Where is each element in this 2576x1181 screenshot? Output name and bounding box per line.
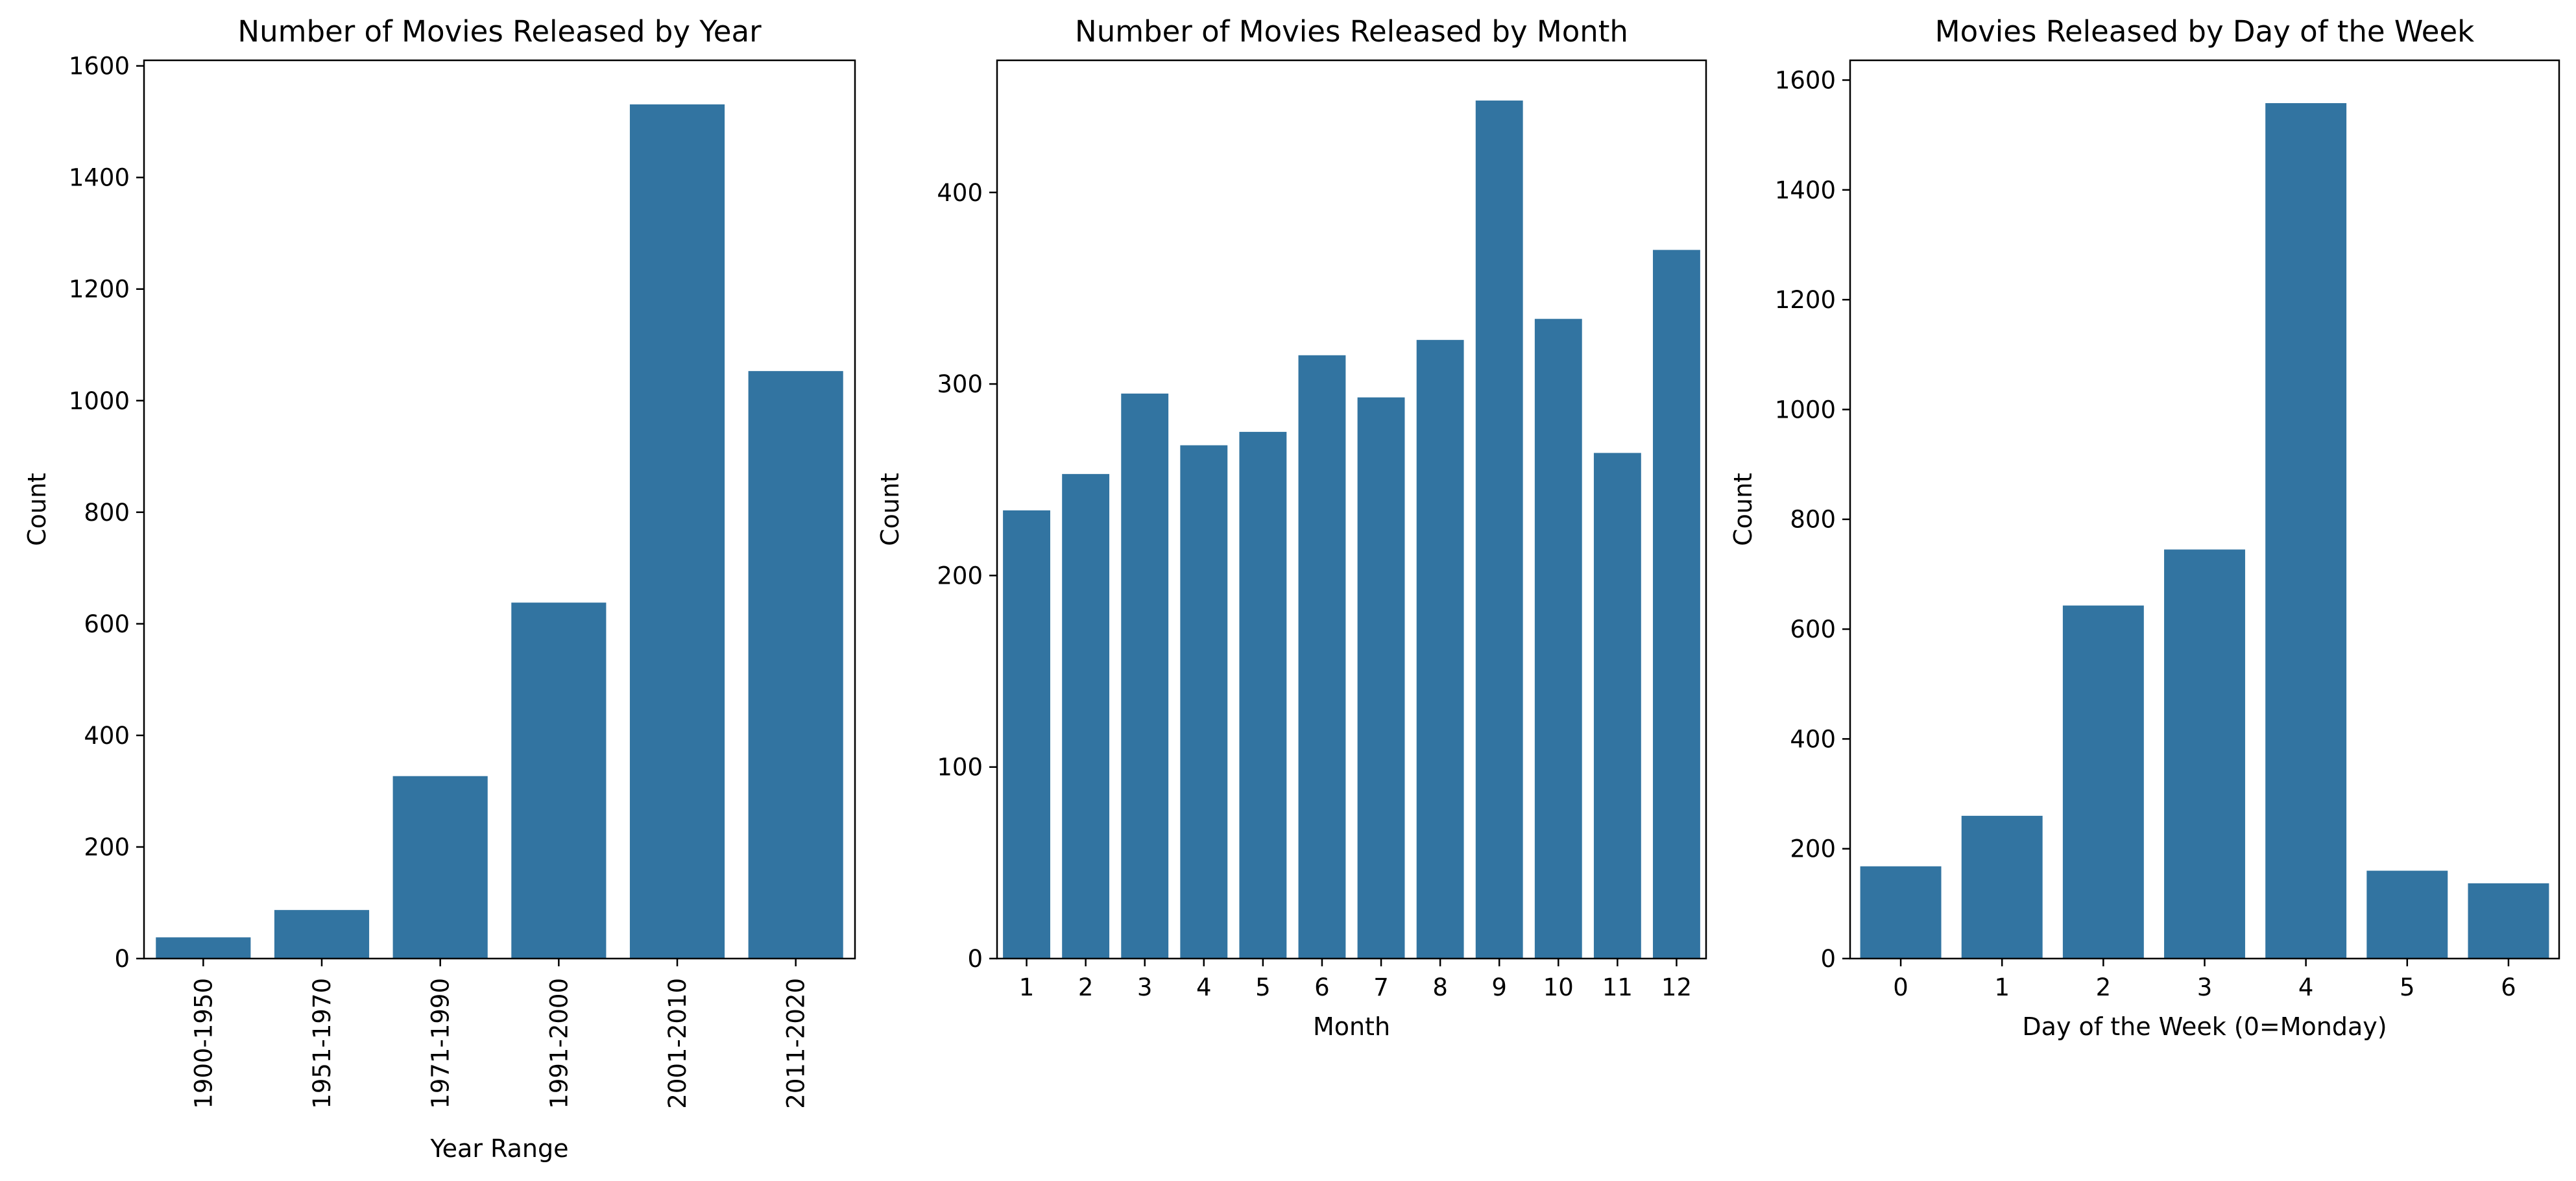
y-tick-label: 1600	[1775, 66, 1836, 94]
bar-2011-2020	[748, 371, 843, 959]
bar-3	[2164, 549, 2245, 959]
bar-11	[1593, 453, 1641, 959]
x-tick-label: 2	[1078, 973, 1094, 1001]
chart-title: Movies Released by Day of the Week	[1935, 14, 2474, 49]
y-tick-label: 0	[1820, 945, 1836, 973]
y-tick-label: 1600	[69, 53, 130, 80]
x-tick-label: 1971-1990	[427, 978, 455, 1109]
x-tick-label: 12	[1661, 973, 1692, 1001]
y-tick-label: 1200	[1775, 286, 1836, 314]
chart-title: Number of Movies Released by Year	[237, 14, 762, 49]
bar-1900-1950	[156, 937, 251, 959]
x-tick-label: 1991-2000	[545, 978, 573, 1109]
x-tick-label: 8	[1432, 973, 1448, 1001]
x-tick-label: 3	[2197, 973, 2213, 1001]
x-axis-label: Year Range	[430, 1134, 569, 1163]
bar-5	[2366, 870, 2448, 959]
bar-5	[1239, 431, 1287, 959]
y-tick-label: 800	[84, 499, 130, 527]
bar-3	[1121, 393, 1169, 959]
y-tick-label: 1000	[69, 387, 130, 415]
x-tick-label: 1	[1019, 973, 1035, 1001]
y-tick-label: 1000	[1775, 396, 1836, 423]
x-tick-label: 2001-2010	[664, 978, 692, 1109]
x-tick-label: 2011-2020	[782, 978, 810, 1109]
bar-1951-1970	[274, 910, 370, 959]
x-axis-label: Day of the Week (0=Monday)	[2022, 1012, 2387, 1041]
chart-panel-1: 0 200 400 600 800 1000 1200 1400 1600 1900-1950 19…	[23, 14, 856, 1163]
bar-2001-2010	[629, 104, 725, 959]
bar-8	[1416, 340, 1464, 959]
x-tick-label: 9	[1491, 973, 1507, 1001]
bar-1	[1003, 510, 1050, 959]
x-tick-label: 6	[1314, 973, 1330, 1001]
bar-1991-2000	[511, 602, 607, 959]
y-tick-label: 1200	[69, 276, 130, 304]
bar-6	[2468, 883, 2549, 959]
x-tick-label: 5	[1255, 973, 1271, 1001]
x-tick-label: 6	[2501, 973, 2516, 1001]
bar-6	[1298, 355, 1346, 959]
x-tick-label: 0	[1893, 973, 1908, 1001]
x-axis-label: Month	[1313, 1012, 1390, 1041]
x-tick-label: 4	[2298, 973, 2314, 1001]
y-tick-label: 800	[1790, 506, 1836, 534]
x-tick-label: 5	[2400, 973, 2415, 1001]
bar-2	[1062, 473, 1110, 959]
y-tick-label: 1400	[69, 164, 130, 192]
x-tick-label: 1951-1970	[308, 978, 336, 1109]
y-tick-label: 400	[1790, 725, 1836, 753]
bar-0	[1860, 866, 1942, 959]
axes-frame	[143, 59, 856, 960]
y-tick-label: 200	[1790, 835, 1836, 863]
y-tick-label: 600	[84, 610, 130, 638]
bar-7	[1357, 397, 1405, 959]
bar-1971-1990	[392, 776, 488, 959]
bar-10	[1534, 318, 1582, 959]
x-tick-label: 7	[1373, 973, 1389, 1001]
y-axis-label: Count	[1729, 473, 1757, 546]
bar-9	[1475, 101, 1523, 959]
y-tick-label: 0	[114, 945, 130, 973]
axes-frame	[996, 59, 1707, 960]
x-tick-label: 10	[1543, 973, 1574, 1001]
chart-title: Number of Movies Released by Month	[1075, 14, 1628, 49]
y-tick-label: 0	[967, 945, 983, 973]
y-tick-label: 1400	[1775, 176, 1836, 204]
bar-12	[1653, 250, 1700, 959]
bar-4	[2265, 103, 2347, 959]
y-tick-label: 100	[937, 754, 983, 781]
x-tick-label: 11	[1602, 973, 1633, 1001]
y-tick-label: 600	[1790, 615, 1836, 643]
x-tick-label: 1	[1994, 973, 2010, 1001]
bar-2	[2062, 605, 2144, 959]
x-tick-label: 1900-1950	[189, 978, 217, 1109]
bar-1	[1961, 815, 2043, 959]
y-axis-label: Count	[23, 473, 51, 546]
bar-4	[1180, 445, 1228, 959]
y-tick-label: 400	[84, 722, 130, 750]
x-tick-label: 2	[2096, 973, 2112, 1001]
x-tick-label: 3	[1137, 973, 1153, 1001]
y-tick-label: 300	[937, 370, 983, 398]
y-tick-label: 200	[84, 833, 130, 861]
x-tick-label: 4	[1196, 973, 1212, 1001]
y-tick-label: 400	[937, 179, 983, 207]
chart-panel-3: 0 200 400 600 800 1000 1200 1400 1600 0 1 2 3 4 5 6 Movi…	[1729, 14, 2560, 1041]
y-axis-label: Count	[876, 473, 904, 546]
y-tick-label: 200	[937, 562, 983, 590]
